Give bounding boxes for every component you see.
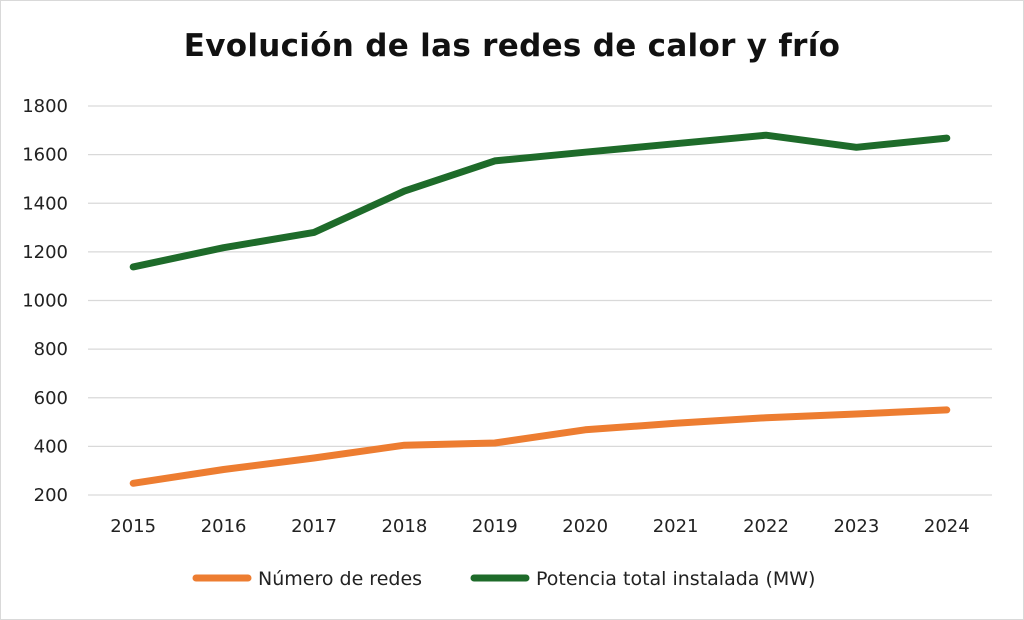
x-tick-label: 2020 (562, 516, 608, 537)
y-tick-label: 1600 (22, 145, 68, 166)
y-tick-label: 200 (34, 485, 68, 506)
x-tick-label: 2017 (291, 516, 337, 537)
x-tick-label: 2016 (201, 516, 247, 537)
x-tick-label: 2024 (924, 516, 970, 537)
series-line-0 (129, 406, 951, 487)
legend-label: Potencia total instalada (MW) (536, 568, 815, 590)
y-tick-label: 1800 (22, 96, 68, 117)
x-tick-label: 2018 (381, 516, 427, 537)
y-tick-label: 400 (34, 436, 68, 457)
legend-item-0: Número de redes (192, 568, 422, 590)
y-tick-label: 1200 (22, 242, 68, 263)
y-tick-label: 1400 (22, 193, 68, 214)
x-tick-label: 2019 (472, 516, 518, 537)
x-tick-label: 2022 (743, 516, 789, 537)
legend-item-1: Potencia total instalada (MW) (470, 568, 815, 590)
y-tick-label: 1000 (22, 291, 68, 312)
y-tick-label: 600 (34, 388, 68, 409)
legend-label: Número de redes (258, 568, 422, 590)
chart-title: Evolución de las redes de calor y frío (183, 28, 841, 64)
x-tick-label: 2023 (833, 516, 879, 537)
x-tick-label: 2015 (110, 516, 156, 537)
x-tick-label: 2021 (653, 516, 699, 537)
y-tick-label: 800 (34, 339, 68, 360)
series-line-1 (129, 131, 951, 271)
